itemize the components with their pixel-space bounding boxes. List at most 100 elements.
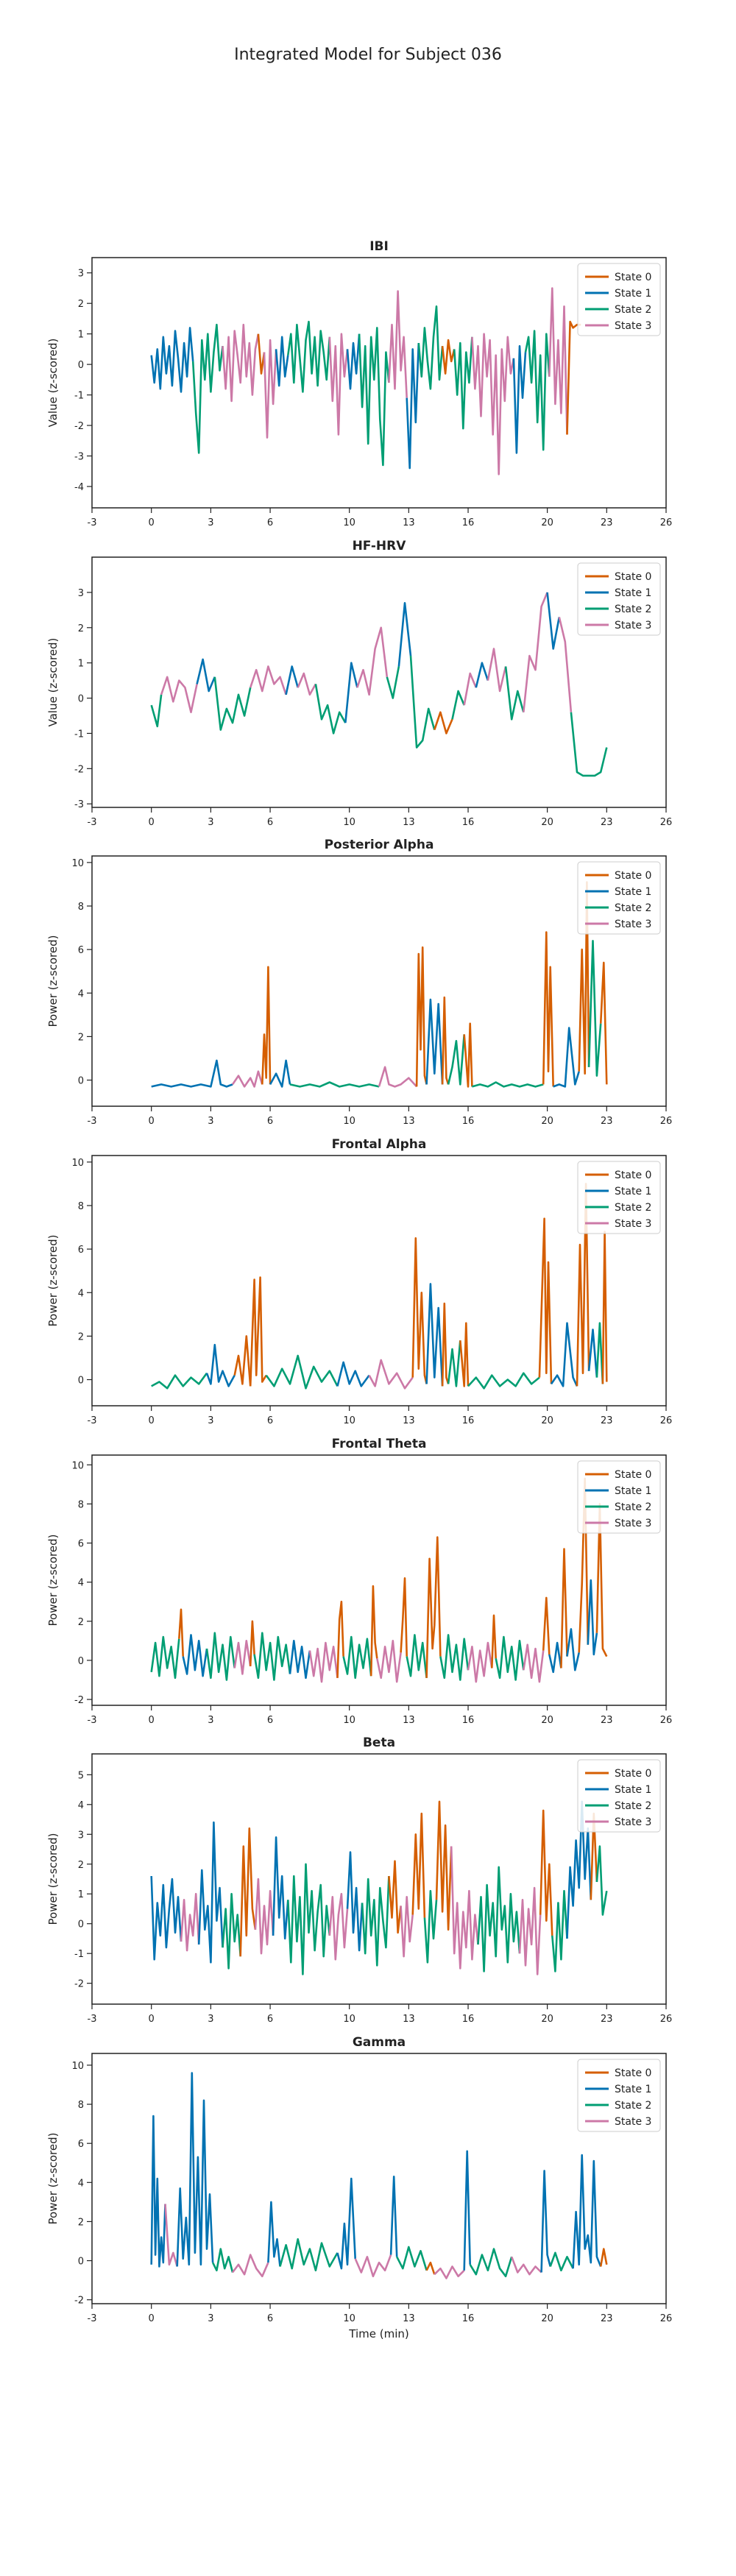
series-line-state-3 <box>376 1640 402 1683</box>
y-tick-label: 4 <box>78 988 84 999</box>
x-tick-label: 6 <box>267 2313 273 2324</box>
y-tick-label: 0 <box>78 2257 84 2268</box>
series-line-state-0 <box>576 1183 590 1387</box>
legend-label: State 1 <box>615 886 651 898</box>
series-line-state-1 <box>566 1800 592 1939</box>
x-tick-label: 26 <box>660 1415 673 1426</box>
series-line-state-0 <box>388 1860 402 1934</box>
series-line-state-1 <box>150 327 194 393</box>
y-tick-label: 1 <box>78 330 84 341</box>
series-line-state-3 <box>308 1641 339 1683</box>
x-tick-label: 3 <box>208 1415 213 1426</box>
series-line-state-1 <box>397 601 412 667</box>
series-line-state-1 <box>389 2176 398 2257</box>
y-tick-label: -4 <box>74 482 84 493</box>
series-line-state-0 <box>441 996 450 1085</box>
series-group <box>150 592 608 777</box>
x-tick-label: 16 <box>462 517 475 528</box>
y-tick-label: 0 <box>78 1656 84 1667</box>
series-line-state-2 <box>406 1634 428 1678</box>
series-line-state-3 <box>328 333 349 436</box>
series-line-state-1 <box>205 1343 236 1387</box>
series-line-state-3 <box>378 1066 418 1088</box>
legend: State 0 State 1 State 2 State 3 <box>577 1759 661 1833</box>
series-line-state-3 <box>548 287 568 435</box>
series-line-state-1 <box>176 2072 214 2267</box>
series-line-state-1 <box>463 2150 471 2271</box>
y-tick-label: -1 <box>74 391 84 402</box>
y-tick-label: 6 <box>78 945 84 956</box>
series-line-state-1 <box>272 1836 289 1940</box>
legend-label: State 3 <box>615 320 651 332</box>
y-tick-label: 4 <box>78 1288 84 1299</box>
y-tick-label: -1 <box>74 729 84 740</box>
series-line-state-2 <box>358 327 390 467</box>
chart-title: Frontal Alpha <box>332 1137 427 1152</box>
x-tick-label: 26 <box>660 2014 673 2025</box>
y-tick-label: -3 <box>74 452 84 463</box>
legend-label: State 2 <box>615 2100 651 2112</box>
legend-label: State 2 <box>615 304 651 316</box>
series-line-state-2 <box>265 1354 339 1390</box>
series-line-state-2 <box>549 2251 574 2272</box>
series-line-state-0 <box>249 1620 255 1666</box>
series-line-state-3 <box>249 665 287 696</box>
series-line-state-0 <box>578 881 590 1075</box>
x-tick-label: 13 <box>403 1715 415 1726</box>
legend: State 0 State 1 State 2 State 3 <box>577 2059 661 2132</box>
chart-title: Frontal Theta <box>332 1437 427 1451</box>
y-tick-label: -2 <box>74 764 84 775</box>
plot-frame <box>91 855 667 1107</box>
x-tick-label: 26 <box>660 517 673 528</box>
legend-label: State 0 <box>615 1469 651 1481</box>
series-line-state-1 <box>196 658 216 693</box>
series-line-state-3 <box>254 1878 275 1955</box>
legend-label: State 3 <box>615 1518 651 1529</box>
chart-title: Gamma <box>353 2035 406 2050</box>
series-line-state-1 <box>336 2177 356 2270</box>
y-tick-label: 2 <box>78 299 84 310</box>
x-tick-label: 6 <box>267 2014 273 2025</box>
legend-label: State 1 <box>615 1186 651 1197</box>
y-tick-label: 10 <box>71 2061 84 2072</box>
series-line-state-3 <box>467 1641 493 1683</box>
y-tick-label: 10 <box>71 1158 84 1169</box>
x-tick-label: 6 <box>267 1116 273 1127</box>
y-tick-label: 2 <box>78 1860 84 1871</box>
legend-label: State 0 <box>615 1170 651 1181</box>
y-tick-label: 10 <box>71 1460 84 1471</box>
y-tick-label: 4 <box>78 1578 84 1589</box>
series-line-state-2 <box>570 712 608 777</box>
series-line-state-2 <box>504 666 525 721</box>
series-line-state-2 <box>477 1866 521 1972</box>
chart-panel-6: Gamma -3 0 3 6 10 13 16 20 23 26 -2 0 2 4 6 8 10 Power (z-… <box>46 2035 672 2340</box>
series-line-state-3 <box>434 2265 465 2279</box>
series-line-state-2 <box>423 1889 438 1964</box>
series-line-state-0 <box>441 1302 450 1387</box>
legend-label: State 2 <box>615 1501 651 1513</box>
legend-box <box>577 263 661 336</box>
y-tick-label: 6 <box>78 1539 84 1550</box>
y-tick-label: 4 <box>78 1800 84 1811</box>
x-tick-label: 26 <box>660 1116 673 1127</box>
chart-panel-2: Posterior Alpha -3 0 3 6 10 13 16 20 23 26 0 2 4 6 8 10 P… <box>46 838 672 1127</box>
x-tick-label: -3 <box>88 517 97 528</box>
series-line-state-3 <box>463 672 477 706</box>
series-line-state-1 <box>182 1634 208 1677</box>
x-tick-label: 13 <box>403 2014 415 2025</box>
series-line-state-2 <box>396 2246 428 2271</box>
plot-frame <box>91 257 667 509</box>
series-line-state-1 <box>275 336 289 387</box>
y-tick-label: 0 <box>78 1376 84 1387</box>
x-tick-label: 0 <box>149 817 155 828</box>
series-line-state-0 <box>425 1536 442 1678</box>
x-tick-label: 20 <box>541 817 553 828</box>
y-tick-label: 2 <box>78 1032 84 1043</box>
x-tick-label: -3 <box>88 817 97 828</box>
series-line-state-0 <box>491 1614 497 1669</box>
series-line-state-1 <box>150 2115 166 2268</box>
legend-label: State 2 <box>615 902 651 914</box>
legend: State 0 State 1 State 2 State 3 <box>577 1460 661 1534</box>
y-tick-label: 8 <box>78 902 84 913</box>
